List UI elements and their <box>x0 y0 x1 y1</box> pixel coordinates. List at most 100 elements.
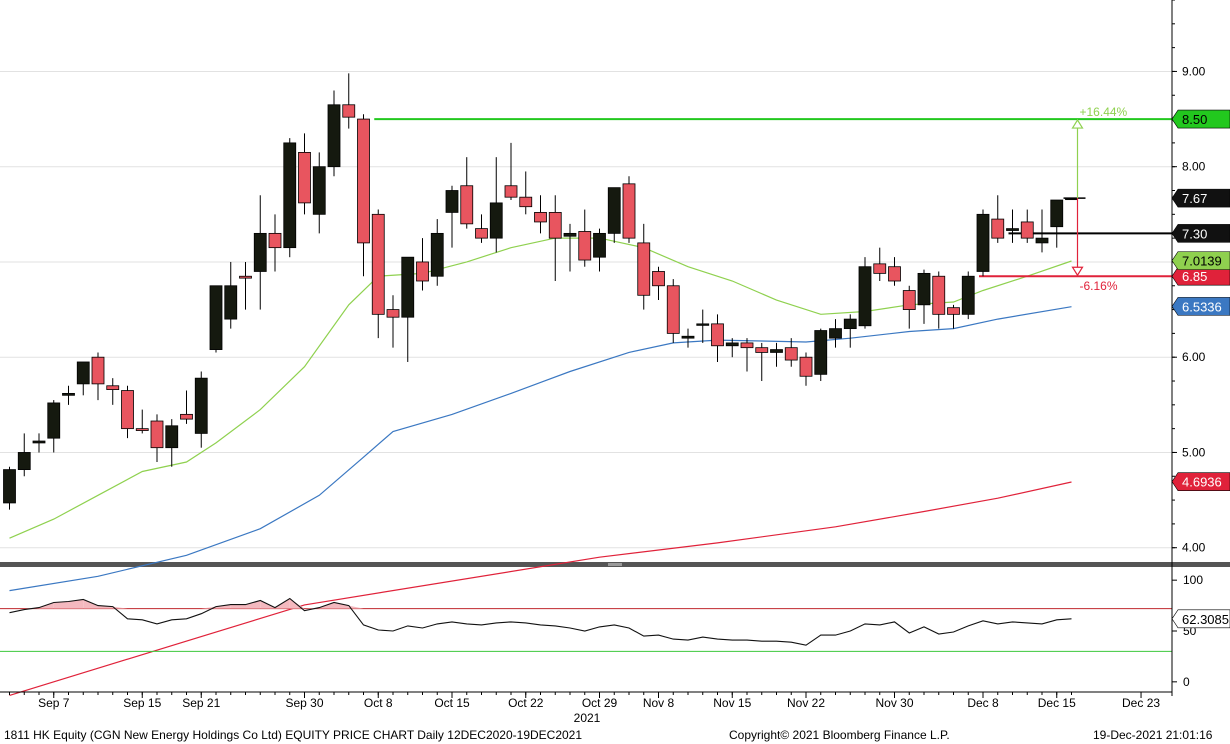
x-tick-label: Nov 30 <box>875 696 913 710</box>
candle-up <box>401 256 415 318</box>
level-value-label-box <box>1171 266 1230 286</box>
divider-handle <box>608 563 622 566</box>
candle-down <box>239 275 252 279</box>
candle-down <box>740 342 754 349</box>
overbought-fill <box>53 601 69 609</box>
candle-up <box>696 323 710 326</box>
candle-up <box>725 342 739 347</box>
candle-down <box>371 213 385 315</box>
moving-average-line <box>9 306 1072 592</box>
x-tick-label: Oct 22 <box>508 696 544 710</box>
overbought-fill <box>230 604 246 609</box>
candle-up <box>1006 228 1019 231</box>
moving-average-value-label: 7.0139 <box>1182 254 1222 269</box>
overbought-fill <box>83 599 98 609</box>
candle-down <box>784 347 798 361</box>
candle-up <box>253 232 267 272</box>
indicator-line <box>9 597 1072 646</box>
candle-down <box>519 196 533 208</box>
timestamp: 19-Dec-2021 21:01:16 <box>1093 728 1213 742</box>
candle-up <box>1050 199 1064 228</box>
moving-average-line <box>9 237 1072 539</box>
moving-average-line <box>9 481 1072 696</box>
candlestick-layer <box>3 73 1078 510</box>
candle-up <box>1035 237 1049 244</box>
candle-up <box>843 318 857 330</box>
candle-up <box>607 187 621 234</box>
y-tick-label: 9.00 <box>1182 64 1206 78</box>
x-tick-label: Oct 15 <box>434 696 470 710</box>
candle-down <box>475 228 488 239</box>
candle-down <box>799 356 813 377</box>
candle-up <box>224 285 238 320</box>
candle-up <box>770 349 783 353</box>
x-tick-label: Sep 21 <box>182 696 220 710</box>
x-tick-label: Nov 22 <box>787 696 825 710</box>
candle-down <box>504 185 518 198</box>
y-tick-label: 5.00 <box>1182 445 1206 459</box>
candle-down <box>652 271 665 287</box>
candle-up <box>445 190 459 213</box>
value-labels-layer: 8.50 7.30 6.85 7.67 7.0139 6.5336 4.6936 62.308… <box>1171 109 1230 629</box>
candle-down <box>1020 221 1034 239</box>
level-value-label-box <box>1171 109 1230 129</box>
x-tick-label: Sep 7 <box>38 696 70 710</box>
candle-down <box>932 275 946 315</box>
indicator-panel <box>0 597 1172 652</box>
candle-up <box>430 232 444 277</box>
horizontal-lines-layer <box>374 118 1172 278</box>
candle-down <box>135 428 149 431</box>
candle-up <box>194 377 208 434</box>
candle-down <box>755 347 769 353</box>
annotation-layer: +16.44% -6.16% <box>1063 105 1128 293</box>
candle-down <box>106 385 120 390</box>
candle-down <box>268 232 282 249</box>
overbought-fill <box>112 606 128 609</box>
candle-up <box>209 285 223 350</box>
candle-up <box>858 266 872 327</box>
y-tick-label: 8.00 <box>1182 160 1206 174</box>
copyright-text: Copyright© 2021 Bloomberg Finance L.P. <box>729 728 950 742</box>
x-tick-label: Dec 23 <box>1122 696 1160 710</box>
candle-down <box>180 413 193 420</box>
indicator-value-label: 62.3085 <box>1182 612 1229 627</box>
overbought-fill <box>348 605 364 609</box>
indicator-y-tick-label: 100 <box>1183 573 1203 587</box>
price-chart: +16.44%-6.16% 4.005.006.007.008.009.0005… <box>0 0 1230 725</box>
candle-up <box>489 202 503 239</box>
candle-down <box>342 104 356 118</box>
candle-up <box>829 328 842 339</box>
candle-up <box>76 361 90 385</box>
candle-down <box>91 356 105 385</box>
x-tick-label: Sep 15 <box>123 696 161 710</box>
moving-average-value-label: 6.5336 <box>1182 299 1222 314</box>
candle-down <box>666 285 680 334</box>
candle-down <box>888 266 901 282</box>
footer-bar: 1811 HK Equity (CGN New Energy Holdings … <box>0 726 1230 744</box>
level-value-label: 7.30 <box>1182 226 1207 241</box>
overbought-fill <box>68 599 84 609</box>
x-tick-label: Oct 8 <box>364 696 393 710</box>
candle-down <box>902 290 916 310</box>
last-price-label-box <box>1171 188 1230 208</box>
moving-average-value-label-box <box>1171 251 1230 270</box>
candle-up <box>593 232 606 258</box>
candle-down <box>121 390 134 430</box>
candle-up <box>32 440 46 444</box>
y-tick-label: 4.00 <box>1182 541 1206 555</box>
candle-up <box>165 425 179 449</box>
moving-average-value-label: 4.6936 <box>1182 475 1222 490</box>
candle-down <box>460 185 474 225</box>
candle-down <box>873 263 887 274</box>
y-tick-label: 6.00 <box>1182 350 1206 364</box>
overbought-fill <box>245 600 261 609</box>
down-percent-label: -6.16% <box>1080 279 1118 293</box>
x-tick-label: Sep 30 <box>285 696 323 710</box>
indicator-value-label-box <box>1171 609 1230 629</box>
candle-down <box>416 261 429 282</box>
moving-average-layer <box>9 237 1072 696</box>
candle-down <box>548 212 562 239</box>
overbought-fill <box>334 602 349 609</box>
candle-up <box>17 452 31 471</box>
